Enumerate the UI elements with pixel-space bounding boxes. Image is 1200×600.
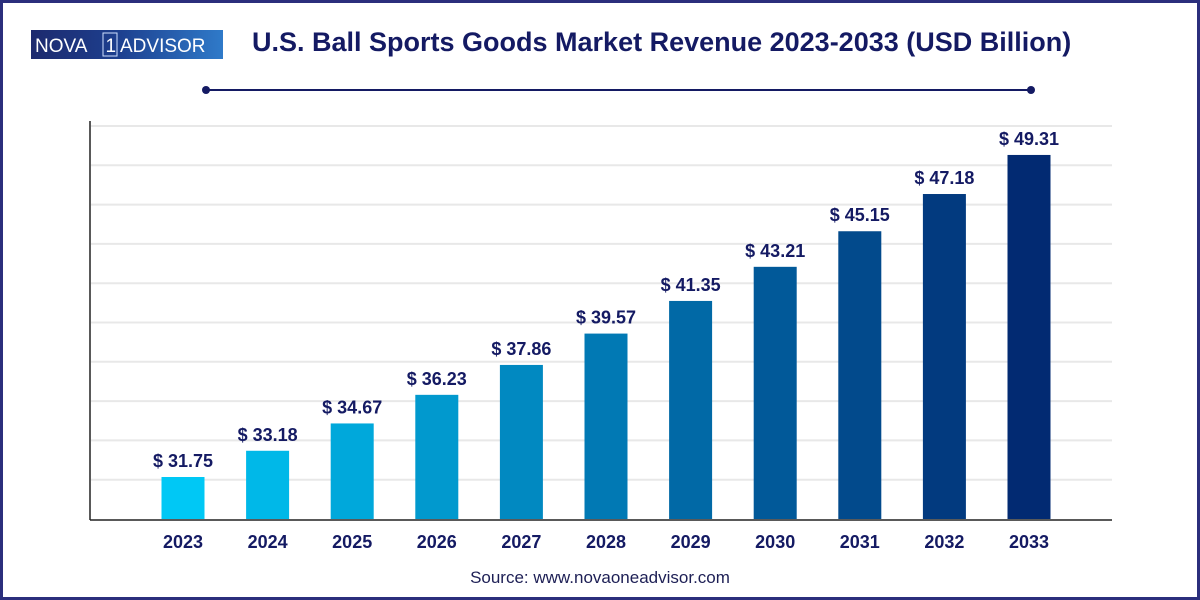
bar-2025 bbox=[330, 423, 374, 519]
x-tick-label: 2025 bbox=[332, 532, 372, 552]
value-label: $ 41.35 bbox=[661, 275, 721, 295]
value-label: $ 36.23 bbox=[407, 369, 467, 389]
value-label: $ 49.31 bbox=[999, 129, 1059, 149]
bar-2027 bbox=[499, 364, 543, 519]
bar-2032 bbox=[922, 194, 966, 519]
x-tick-label: 2029 bbox=[671, 532, 711, 552]
x-tick-label: 2023 bbox=[163, 532, 203, 552]
value-label: $ 43.21 bbox=[745, 241, 805, 261]
bar-2024 bbox=[246, 450, 290, 519]
x-tick-label: 2026 bbox=[417, 532, 457, 552]
x-tick-label: 2024 bbox=[248, 532, 288, 552]
value-label: $ 34.67 bbox=[322, 397, 382, 417]
bar-2028 bbox=[584, 333, 628, 519]
title-divider bbox=[202, 86, 1035, 94]
value-label: $ 47.18 bbox=[914, 168, 974, 188]
x-tick-label: 2031 bbox=[840, 532, 880, 552]
bar-2033 bbox=[1007, 154, 1051, 520]
logo: NOVA 1 ADVISOR bbox=[31, 30, 223, 59]
value-label: $ 33.18 bbox=[238, 425, 298, 445]
bar-2026 bbox=[415, 394, 459, 519]
x-tick-label: 2028 bbox=[586, 532, 626, 552]
x-tick-label: 2030 bbox=[755, 532, 795, 552]
bar-2031 bbox=[838, 231, 882, 519]
bar-2029 bbox=[669, 300, 713, 519]
x-tick-label: 2032 bbox=[924, 532, 964, 552]
bar-2030 bbox=[753, 266, 797, 519]
value-label: $ 45.15 bbox=[830, 205, 890, 225]
svg-text:ADVISOR: ADVISOR bbox=[120, 36, 206, 57]
x-tick-label: 2027 bbox=[501, 532, 541, 552]
x-tick-label: 2033 bbox=[1009, 532, 1049, 552]
svg-text:NOVA: NOVA bbox=[35, 36, 88, 57]
value-label: $ 37.86 bbox=[491, 339, 551, 359]
value-label: $ 39.57 bbox=[576, 308, 636, 328]
chart-title: U.S. Ball Sports Goods Market Revenue 20… bbox=[252, 27, 1072, 57]
svg-text:1: 1 bbox=[106, 36, 117, 57]
source-note: Source: www.novaoneadvisor.com bbox=[470, 568, 730, 587]
bar-2023 bbox=[161, 477, 205, 519]
value-label: $ 31.75 bbox=[153, 451, 213, 471]
